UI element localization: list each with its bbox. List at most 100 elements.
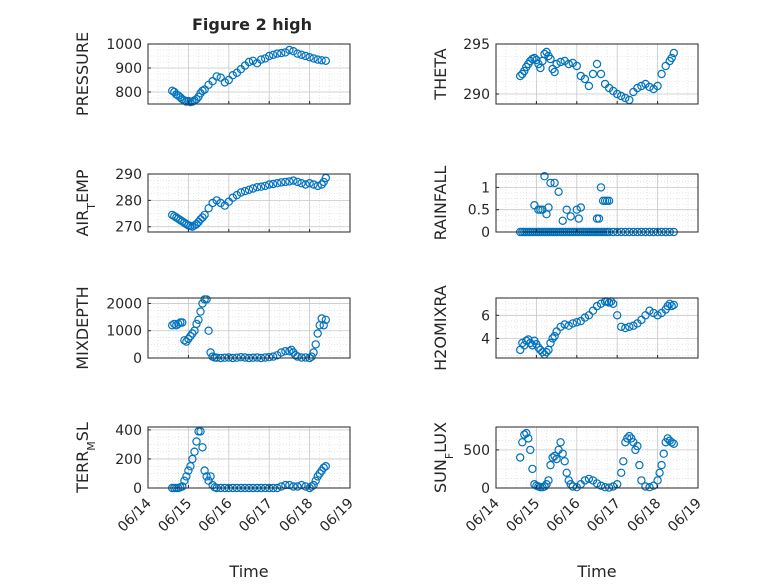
data-point <box>637 81 646 91</box>
data-point <box>520 66 529 76</box>
data-point <box>317 180 326 189</box>
data-point <box>617 322 626 331</box>
y-axis-label: RAINFALL <box>431 166 450 241</box>
data-point <box>281 177 290 187</box>
y-tick-label: 2000 <box>106 296 142 312</box>
data-point <box>204 326 213 335</box>
data-point <box>544 476 553 485</box>
data-point <box>558 449 567 458</box>
data-point <box>588 69 598 79</box>
axes-box <box>147 43 351 105</box>
data-point <box>592 301 602 311</box>
data-point <box>645 82 654 92</box>
data-point <box>546 338 555 348</box>
subplot-pressure: 800 900 1000 PRESSURE <box>73 32 351 116</box>
data-point <box>653 311 662 320</box>
data-point <box>637 315 646 325</box>
data-point <box>285 177 294 186</box>
marker-series <box>516 297 679 359</box>
y-tick-label: 0 <box>481 225 490 241</box>
data-point <box>273 49 282 58</box>
data-point <box>604 196 614 205</box>
data-point <box>307 482 316 491</box>
data-point <box>281 480 290 490</box>
data-point <box>170 319 179 329</box>
data-point <box>554 187 563 196</box>
data-point <box>216 73 225 82</box>
data-point <box>178 217 187 226</box>
data-point <box>182 472 191 481</box>
x-axis-label: Time <box>228 562 268 581</box>
data-point <box>319 321 328 330</box>
data-point <box>655 468 664 477</box>
data-point <box>657 460 666 470</box>
data-point <box>635 460 644 470</box>
data-point <box>649 308 658 318</box>
data-point <box>669 300 679 310</box>
data-point <box>524 434 533 443</box>
data-point <box>265 180 274 189</box>
data-point <box>661 61 670 71</box>
data-point <box>613 311 622 320</box>
data-point <box>532 55 541 65</box>
data-point <box>556 438 565 447</box>
data-point <box>645 306 654 315</box>
axes-box <box>147 173 351 233</box>
data-point <box>321 315 330 324</box>
data-point <box>293 482 302 491</box>
data-point <box>522 428 531 438</box>
data-point <box>293 177 302 187</box>
marker-series <box>167 427 330 493</box>
x-tick-label: 06/16 <box>544 495 584 535</box>
data-point <box>297 178 306 188</box>
axes-box <box>495 297 699 359</box>
data-point <box>580 313 590 322</box>
data-point <box>321 56 330 66</box>
y-tick-label: 0.5 <box>468 203 490 219</box>
data-point <box>252 182 262 192</box>
data-point <box>518 338 527 348</box>
data-point <box>188 222 197 231</box>
data-point <box>319 463 328 472</box>
data-point <box>516 453 525 462</box>
data-point <box>596 69 606 79</box>
data-point <box>216 198 225 208</box>
data-point <box>572 318 582 327</box>
data-point <box>592 59 602 69</box>
data-point <box>574 214 584 223</box>
data-point <box>307 352 316 361</box>
data-point <box>560 457 569 466</box>
data-point <box>562 468 571 477</box>
data-point <box>659 449 668 458</box>
data-point <box>277 482 286 491</box>
data-point <box>584 81 594 91</box>
data-point <box>540 482 549 491</box>
data-point <box>321 462 330 471</box>
data-point <box>550 67 559 77</box>
data-point <box>617 91 626 101</box>
y-tick-label: 400 <box>115 423 142 439</box>
data-point <box>542 348 551 357</box>
data-point <box>584 311 594 320</box>
data-point <box>548 334 557 343</box>
data-point <box>621 323 630 333</box>
y-tick-label: 280 <box>115 193 142 209</box>
data-point <box>285 347 294 356</box>
data-point <box>552 454 561 464</box>
data-point <box>522 336 531 345</box>
x-tick-label: 06/15 <box>155 496 195 536</box>
x-tick-label: 06/14 <box>115 495 155 535</box>
data-point <box>556 57 565 67</box>
data-point <box>228 70 237 80</box>
data-point <box>248 56 258 66</box>
data-point <box>548 453 557 462</box>
subplot-mixdepth: 0 1000 2000 MIXDEPTH <box>73 286 351 370</box>
data-point <box>305 178 314 188</box>
data-point <box>273 178 282 188</box>
data-point <box>204 204 213 213</box>
plot-area <box>496 174 698 232</box>
data-point <box>265 353 274 362</box>
data-point <box>208 76 217 86</box>
